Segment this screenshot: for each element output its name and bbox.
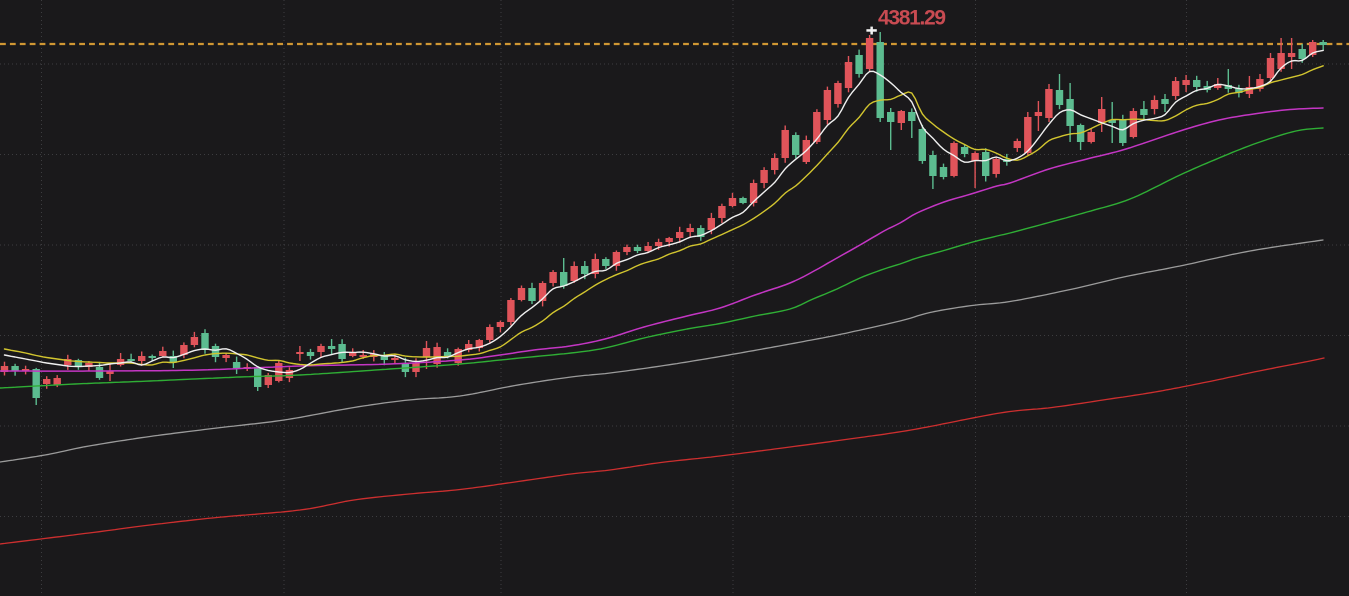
svg-text:4381.29: 4381.29 [878, 7, 945, 30]
